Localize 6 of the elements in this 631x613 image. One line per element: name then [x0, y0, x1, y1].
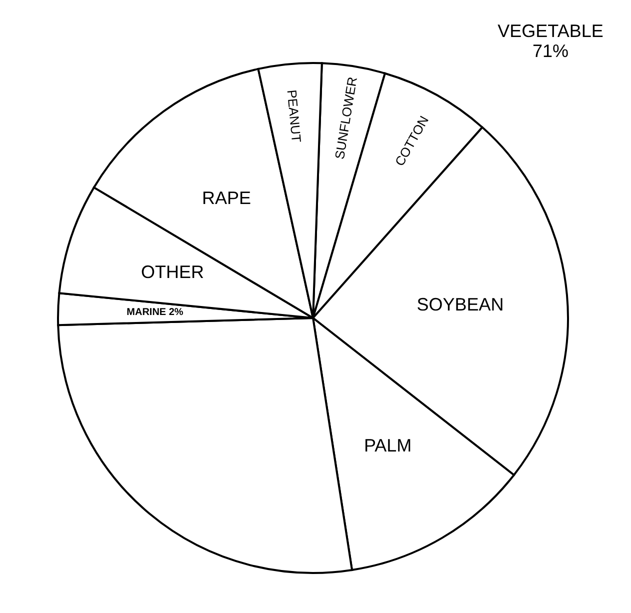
slice-label: SOYBEAN — [416, 294, 504, 315]
slice-label: RAPE — [202, 188, 251, 208]
text: VEGETABLE 71% — [496, 21, 604, 62]
slice-label: OTHER — [141, 262, 204, 282]
slice-label: MARINE 2% — [126, 306, 184, 318]
slice-label: PALM — [364, 436, 412, 456]
